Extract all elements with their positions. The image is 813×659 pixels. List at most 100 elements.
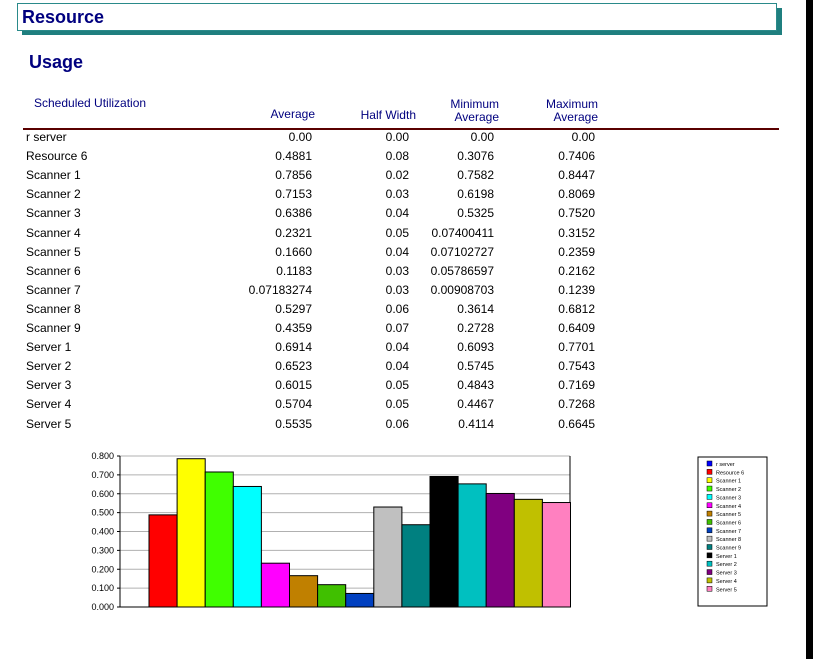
bar-scanner-1 (176, 458, 206, 608)
row-name: Scanner 4 (26, 225, 81, 240)
row-maximum-average: 0.3152 (558, 225, 595, 240)
table-row: Scanner 7 0.07183274 0.03 0.00908703 0.1239 (0, 283, 813, 302)
col-header-minimum-line1: Minimum (450, 97, 499, 111)
bar-server-2 (457, 483, 487, 608)
row-half-width: 0.06 (385, 301, 409, 316)
row-average: 0.07183274 (248, 282, 312, 297)
section-title: Usage (29, 52, 84, 72)
row-average: 0.5535 (275, 416, 312, 431)
legend-swatch (706, 485, 713, 492)
row-name: Scanner 3 (26, 206, 81, 221)
row-minimum-average: 0.05786597 (430, 263, 494, 278)
row-average: 0.6914 (275, 340, 312, 355)
legend-swatch (706, 519, 713, 525)
row-average: 0.7856 (275, 168, 312, 183)
row-half-width: 0.05 (385, 378, 409, 393)
legend-entry: Scanner 7 (716, 529, 741, 535)
y-tick-label: 0.400 (91, 527, 114, 537)
row-minimum-average: 0.6093 (457, 340, 494, 355)
table-row: Scanner 1 0.7856 0.02 0.7582 0.8447 (0, 168, 813, 187)
row-minimum-average: 0.07102727 (430, 244, 494, 259)
bar-server-4 (513, 498, 543, 608)
row-average: 0.6523 (275, 359, 312, 374)
row-name: Server 2 (26, 359, 72, 374)
row-half-width: 0.05 (385, 397, 409, 412)
legend-entry: Scanner 8 (716, 537, 741, 543)
table-row: r server 0.00 0.00 0.00 0.00 (0, 130, 813, 149)
y-tick-label: 0.800 (91, 451, 114, 461)
window-edge (806, 0, 813, 659)
legend-swatch (706, 552, 713, 559)
legend-entry: r server (716, 462, 735, 468)
col-header-maximum: Maximum Average (530, 98, 598, 124)
bar-server-1 (429, 475, 459, 608)
col-header-minimum-line2: Average (454, 110, 499, 124)
row-minimum-average: 0.3076 (457, 149, 494, 164)
legend-swatch (706, 577, 713, 584)
legend-entry: Resource 6 (716, 470, 744, 476)
legend-swatch (706, 544, 713, 550)
row-name: Server 3 (26, 378, 72, 393)
row-average: 0.5297 (275, 301, 312, 316)
col-header-average: Average (270, 107, 315, 121)
bar-scanner-5 (289, 575, 319, 608)
table-row: Scanner 9 0.4359 0.07 0.2728 0.6409 (0, 321, 813, 340)
row-name: Server 4 (26, 397, 72, 412)
bar-scanner-6 (317, 584, 347, 608)
y-tick-label: 0.600 (91, 489, 114, 499)
header-rule (23, 128, 779, 130)
row-maximum-average: 0.7406 (558, 149, 595, 164)
row-name: Server 5 (26, 416, 72, 431)
row-half-width: 0.03 (385, 282, 409, 297)
row-maximum-average: 0.8069 (558, 187, 595, 202)
row-half-width: 0.04 (385, 244, 409, 259)
table-label: Scheduled Utilization (34, 96, 147, 110)
row-average: 0.1660 (275, 244, 312, 259)
bar-resource-6 (148, 514, 178, 608)
row-name: Scanner 2 (26, 187, 81, 202)
y-tick-label: 0.700 (91, 470, 114, 480)
row-maximum-average: 0.7543 (558, 359, 595, 374)
legend-swatch (706, 510, 713, 517)
row-minimum-average: 0.4843 (457, 378, 494, 393)
row-maximum-average: 0.00 (571, 130, 595, 144)
row-minimum-average: 0.4114 (458, 416, 494, 431)
legend-swatch (706, 560, 713, 567)
title-shadow (22, 30, 782, 35)
legend-entry: Scanner 2 (716, 487, 741, 493)
table-row: Server 4 0.5704 0.05 0.4467 0.7268 (0, 397, 813, 416)
legend-swatch (706, 469, 713, 475)
legend-swatch (706, 535, 713, 542)
title-shadow-side (777, 8, 782, 35)
row-minimum-average: 0.00 (470, 130, 494, 144)
row-maximum-average: 0.8447 (558, 168, 595, 183)
row-half-width: 0.03 (385, 263, 409, 278)
row-minimum-average: 0.07400411 (431, 225, 494, 240)
col-header-maximum-line1: Maximum (545, 97, 598, 111)
legend-entry: Scanner 1 (716, 479, 741, 485)
row-half-width: 0.02 (385, 168, 409, 183)
bar-scanner-2 (204, 471, 234, 608)
table-row: Server 3 0.6015 0.05 0.4843 0.7169 (0, 378, 813, 397)
table-row: Scanner 3 0.6386 0.04 0.5325 0.7520 (0, 206, 813, 225)
row-average: 0.6015 (275, 378, 312, 393)
bar-server-5 (541, 502, 572, 608)
row-name: Scanner 8 (26, 301, 81, 316)
bar-scanner-7 (345, 592, 375, 608)
bar-scanner-3 (232, 485, 262, 608)
y-tick-label: 0.300 (91, 545, 114, 555)
table-row: Scanner 2 0.7153 0.03 0.6198 0.8069 (0, 187, 813, 206)
legend-swatch (706, 460, 713, 467)
row-minimum-average: 0.7582 (457, 168, 494, 183)
row-average: 0.6386 (275, 206, 312, 221)
legend-swatch (706, 477, 713, 483)
row-name: Server 1 (26, 340, 72, 355)
table-row: Server 1 0.6914 0.04 0.6093 0.7701 (0, 340, 813, 359)
row-average: 0.1183 (276, 263, 312, 278)
row-maximum-average: 0.6409 (558, 321, 595, 335)
row-minimum-average: 0.3614 (457, 301, 494, 316)
row-average: 0.4359 (275, 321, 312, 335)
table-row: Scanner 5 0.1660 0.04 0.07102727 0.2359 (0, 245, 813, 264)
row-half-width: 0.07 (385, 321, 409, 335)
